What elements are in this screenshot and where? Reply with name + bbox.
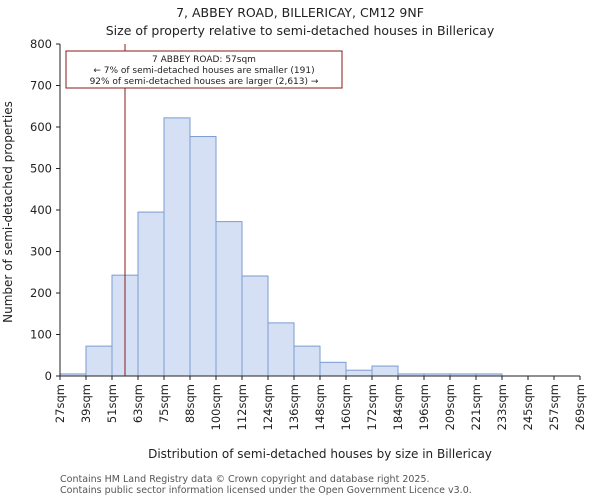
bar-136sqm (293, 345, 321, 377)
x-tick-label-196sqm: 196sqm (417, 384, 431, 430)
annotation-line-1: 7 ABBEY ROAD: 57sqm (152, 55, 256, 65)
annotation-box (65, 50, 343, 89)
x-tick-label-184sqm: 184sqm (391, 384, 405, 430)
bar-63sqm (137, 211, 165, 377)
bar-172sqm (371, 365, 399, 377)
footer-licence: Contains public sector information licen… (60, 485, 472, 496)
annotation-line-2: ← 7% of semi-detached houses are smaller… (93, 66, 314, 76)
x-tick-label-136sqm: 136sqm (287, 384, 301, 430)
bar-39sqm (85, 345, 113, 377)
x-tick-label-245sqm: 245sqm (521, 384, 535, 430)
x-axis-label: Distribution of semi-detached houses by … (148, 447, 492, 461)
y-tick-label-0: 0 (45, 369, 52, 383)
x-tick-label-112sqm: 112sqm (235, 384, 249, 430)
x-tick-label-257sqm: 257sqm (547, 384, 561, 430)
y-tick-label-100: 100 (30, 328, 52, 342)
plot-area: 0 100 200 300 400 500 600 700 800 27sqm 39sqm 51sqm… (30, 37, 587, 430)
bar-75sqm (163, 117, 191, 377)
bar-100sqm (215, 221, 243, 377)
y-tick-label-200: 200 (30, 286, 52, 300)
x-tick-label-100sqm: 100sqm (209, 384, 223, 430)
x-tick-label-75sqm: 75sqm (157, 384, 171, 423)
y-axis-label: Number of semi-detached properties (1, 101, 15, 323)
x-tick-label-88sqm: 88sqm (183, 384, 197, 423)
bar-88sqm (189, 136, 217, 377)
y-tick-label-600: 600 (30, 120, 52, 134)
bar-148sqm (319, 361, 347, 377)
chart-subtitle: Size of property relative to semi-detach… (106, 23, 495, 38)
annotation-line-3: 92% of semi-detached houses are larger (… (90, 77, 319, 87)
bar-160sqm (345, 369, 373, 377)
y-tick-label-300: 300 (30, 245, 52, 259)
x-tick-label-221sqm: 221sqm (469, 384, 483, 430)
footer-copyright: Contains HM Land Registry data © Crown c… (60, 474, 430, 485)
y-tick-label-400: 400 (30, 203, 52, 217)
x-tick-label-160sqm: 160sqm (339, 384, 353, 430)
y-tick-label-700: 700 (30, 79, 52, 93)
x-tick-label-148sqm: 148sqm (313, 384, 327, 430)
x-tick-label-269sqm: 269sqm (573, 384, 587, 430)
y-tick-label-500: 500 (30, 162, 52, 176)
x-tick-label-51sqm: 51sqm (105, 384, 119, 423)
x-tick-label-63sqm: 63sqm (131, 384, 145, 423)
x-tick-label-27sqm: 27sqm (53, 384, 67, 423)
chart-title: 7, ABBEY ROAD, BILLERICAY, CM12 9NF (176, 5, 424, 20)
bar-124sqm (267, 322, 295, 377)
x-tick-label-233sqm: 233sqm (495, 384, 509, 430)
x-tick-label-124sqm: 124sqm (261, 384, 275, 430)
x-tick-label-39sqm: 39sqm (79, 384, 93, 423)
bar-112sqm (241, 275, 269, 377)
x-tick-label-209sqm: 209sqm (443, 384, 457, 430)
y-tick-label-800: 800 (30, 37, 52, 51)
x-tick-label-172sqm: 172sqm (365, 384, 379, 430)
